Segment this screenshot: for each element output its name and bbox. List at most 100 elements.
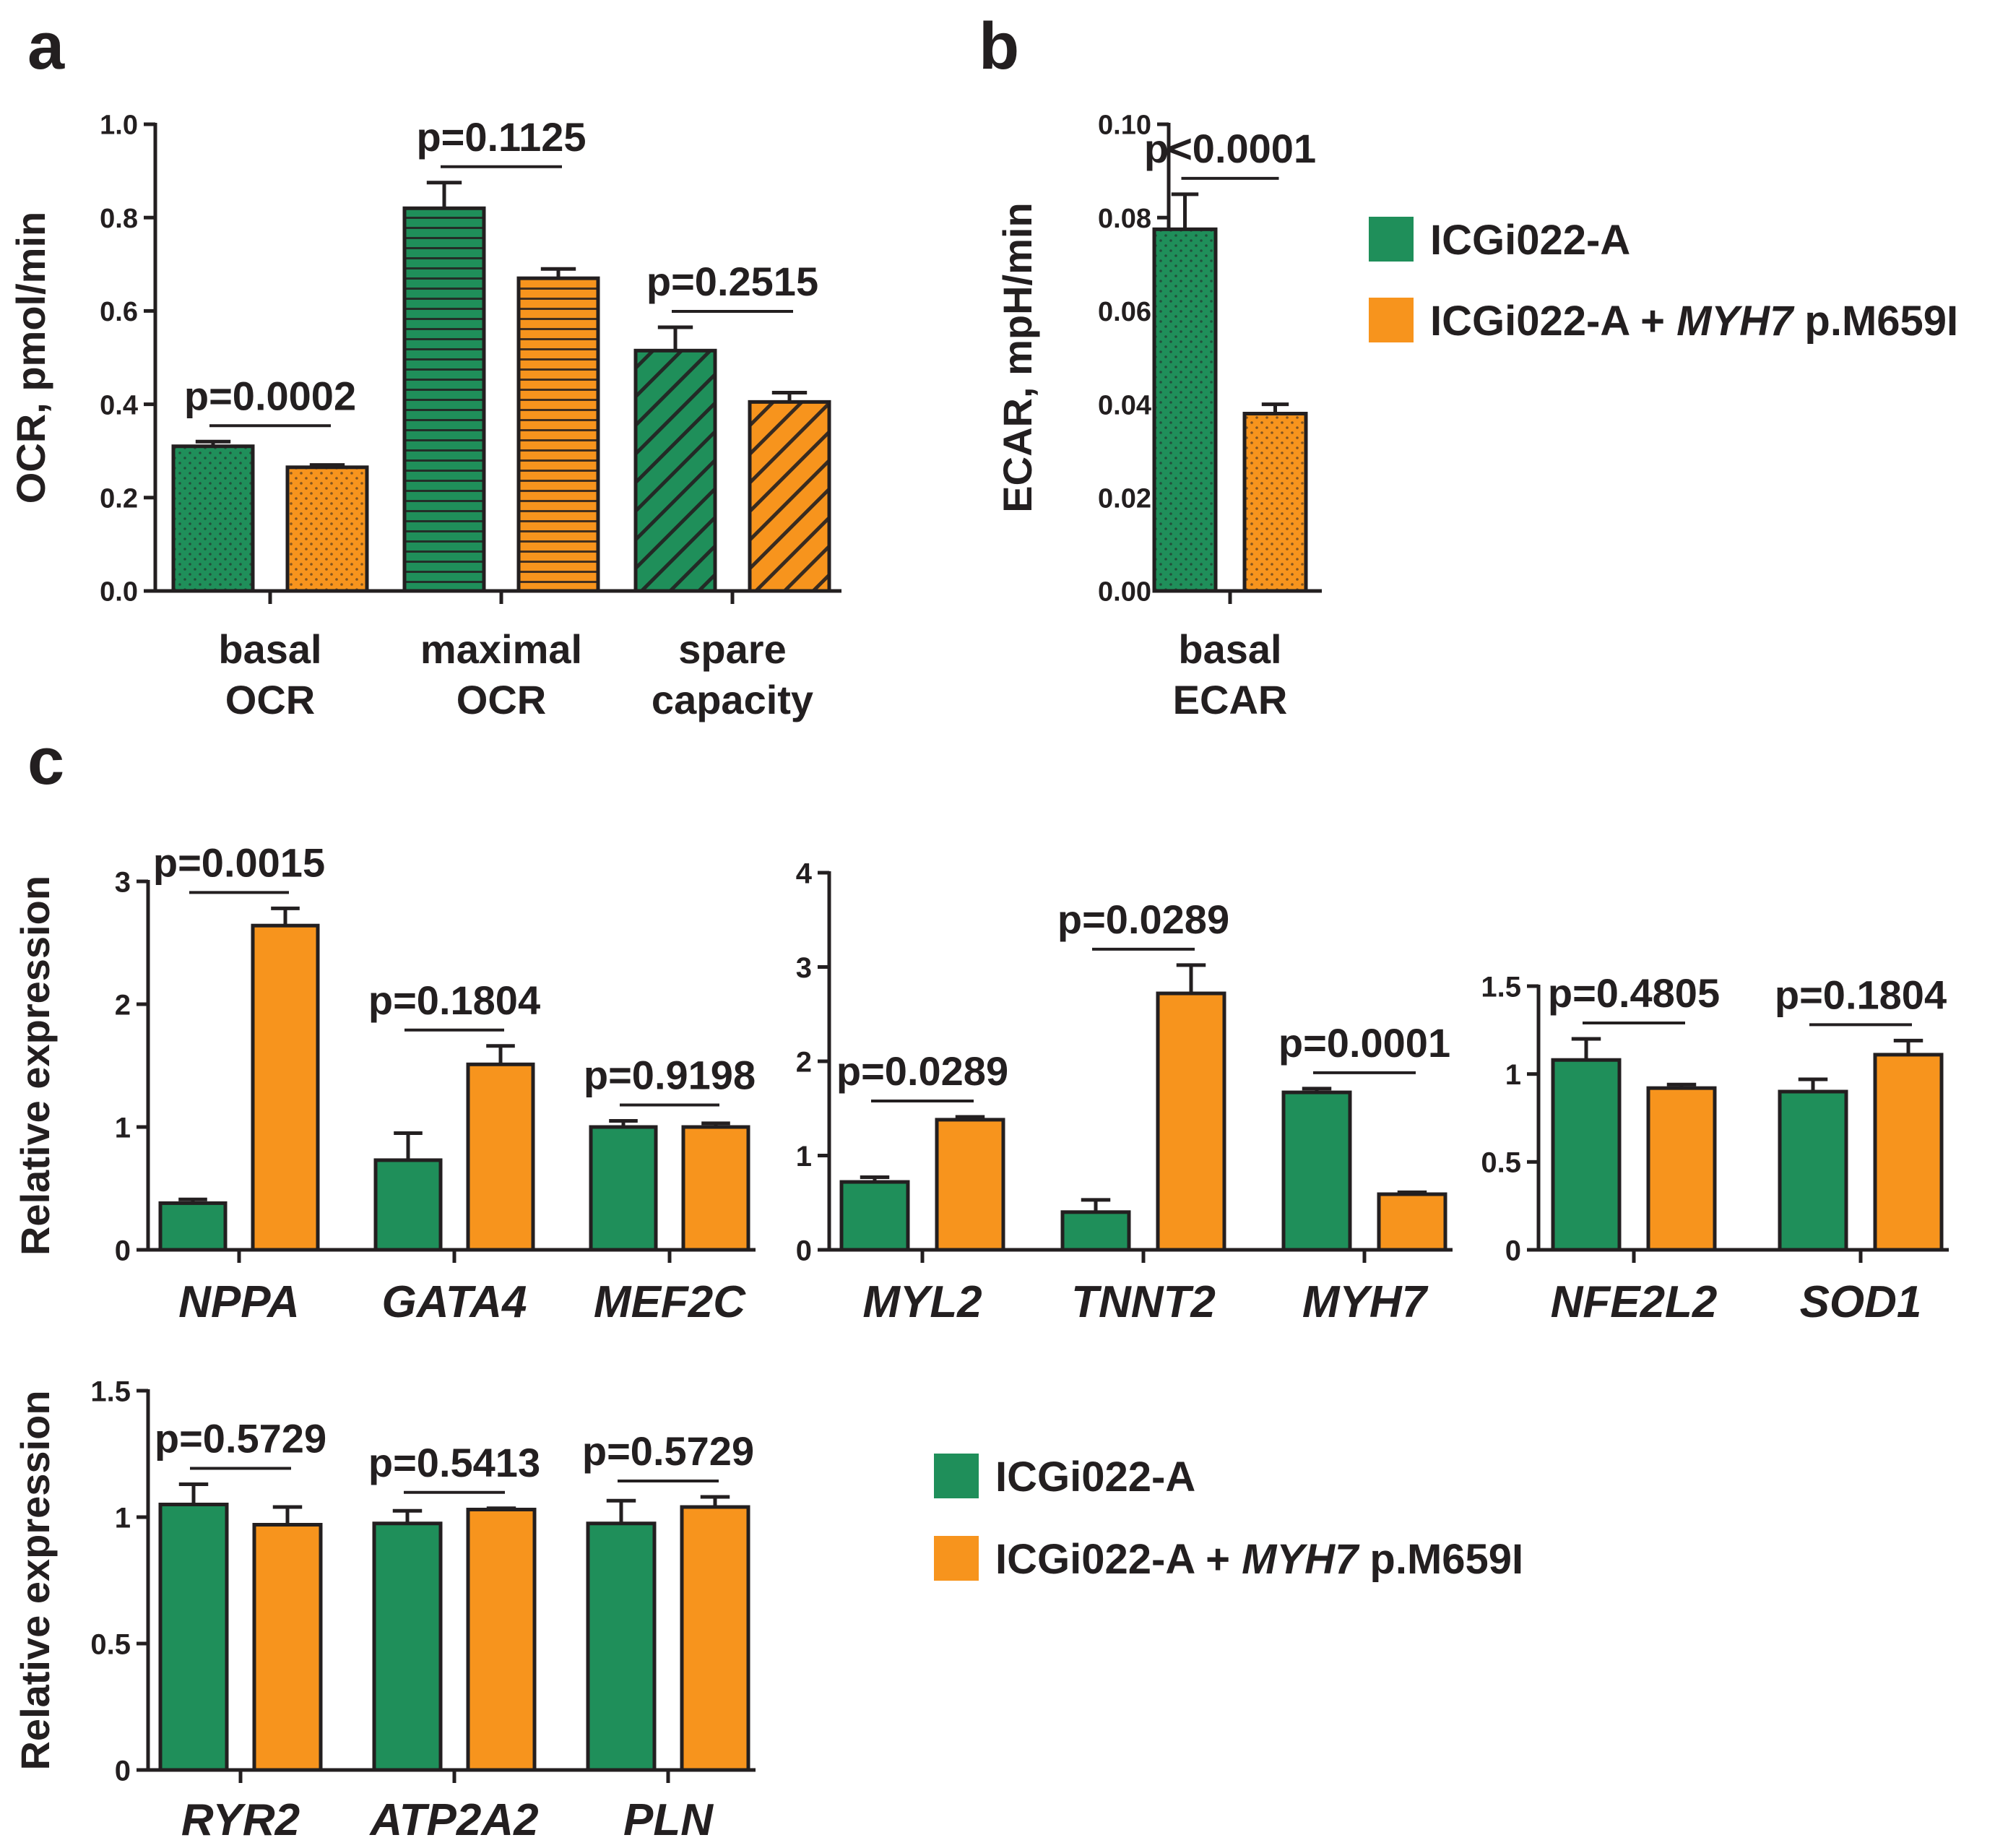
bar-mutant [682, 1507, 748, 1770]
y-axis-label: Relative expression [12, 1390, 58, 1770]
p-value-label: p=0.5729 [155, 1416, 326, 1461]
panel-letter-c: c [27, 725, 64, 798]
p-value-label: p=0.1125 [416, 114, 586, 160]
p-value-label: p=0.5729 [582, 1428, 754, 1474]
bar-control [376, 1160, 441, 1250]
bar-pattern [404, 208, 484, 591]
y-tick-label: 0 [115, 1235, 131, 1266]
y-tick-label: 0.10 [1098, 111, 1151, 141]
y-tick-label: 1 [115, 1502, 131, 1534]
y-tick-label: 0.5 [1481, 1147, 1521, 1179]
x-category-label: GATA4 [382, 1277, 527, 1327]
bar-control [1284, 1092, 1350, 1250]
p-value-label: p=0.0289 [836, 1048, 1008, 1094]
panel-letter-b: b [979, 9, 1019, 83]
x-category-label: OCR [225, 677, 315, 722]
p-value-label: p=0.1804 [368, 977, 540, 1023]
chart-panel-c4: 0 0.5 1 1.5 Relative expression p=0.5729 RYR2 p… [12, 1376, 756, 1845]
panel-letter-a: a [27, 9, 65, 83]
y-tick-label: 0.08 [1098, 204, 1151, 234]
bar-mutant [1648, 1088, 1715, 1250]
bar-pattern [173, 446, 253, 591]
chart-panel-c3: 0 0.5 1 1.5 p=0.4805 NFE2L2 p=0.1804 SOD1 [1481, 970, 1949, 1327]
y-tick-label: 0 [115, 1755, 131, 1787]
y-tick-label: 0.8 [100, 204, 138, 234]
y-tick-label: 3 [115, 866, 131, 898]
x-category-label: RYR2 [181, 1795, 300, 1845]
y-tick-label: 0.4 [100, 390, 138, 420]
legend-mutant-suffix: p.M659I [1793, 298, 1958, 345]
chart-panel-b: 0.00 0.02 0.04 0.06 0.08 0.10 ECAR, mpH/min p<0… [995, 111, 1322, 722]
bar-mutant [683, 1127, 748, 1250]
legend-swatch-mutant [934, 1536, 979, 1581]
x-category-label: OCR [456, 677, 546, 722]
bar-mutant [253, 925, 318, 1250]
bar-control [374, 1523, 441, 1770]
y-axis-label: OCR, pmol/min [8, 212, 53, 504]
bar-pattern [519, 278, 598, 591]
bar-control [1553, 1060, 1619, 1250]
p-value-label: p=0.4805 [1548, 970, 1720, 1016]
legend-label-mutant: ICGi022-A + MYH7 p.M659I [995, 1536, 1523, 1583]
p-value-label: p=0.0015 [153, 839, 325, 885]
x-category-label: ATP2A2 [368, 1795, 538, 1845]
y-tick-label: 0 [796, 1235, 812, 1266]
y-tick-label: 1.0 [100, 111, 138, 141]
y-tick-label: 1 [796, 1141, 812, 1173]
y-tick-label: 0.00 [1098, 577, 1151, 608]
chart-panel-c1: 0 1 2 3 Relative expression p=0.0015 NPPA p=0.1… [12, 839, 756, 1327]
x-category-label: NPPA [178, 1277, 300, 1327]
y-tick-label: 3 [796, 952, 812, 984]
y-tick-label: 1 [1505, 1059, 1521, 1091]
x-category-label: MEF2C [594, 1277, 746, 1327]
legend-mutant-prefix: ICGi022-A + [995, 1536, 1242, 1583]
x-category-label: SOD1 [1800, 1277, 1922, 1327]
bar-mutant [1158, 993, 1224, 1250]
legend-mutant-prefix: ICGi022-A + [1430, 298, 1676, 345]
chart-panel-a: 0.0 0.2 0.4 0.6 0.8 1.0 OCR, pmol/min p=0.0002 b… [8, 111, 841, 722]
y-tick-label: 4 [796, 858, 813, 889]
y-axis-label: ECAR, mpH/min [995, 202, 1040, 512]
p-value-label: p=0.0289 [1057, 897, 1229, 942]
bar-mutant [1875, 1054, 1942, 1250]
x-category-label: NFE2L2 [1551, 1277, 1718, 1327]
chart-panel-c2: 0 1 2 3 4 p=0.0289 MYL2 p=0.0289 TNNT2 p=0.0001 MY… [796, 858, 1453, 1327]
x-category-label: PLN [623, 1795, 714, 1845]
bar-control [588, 1523, 654, 1770]
x-category-label: basal [1178, 626, 1281, 672]
bar-pattern [636, 350, 715, 591]
x-category-label: TNNT2 [1071, 1277, 1216, 1327]
bar-control [160, 1504, 227, 1770]
bar-mutant [468, 1064, 533, 1250]
bar-control [160, 1203, 225, 1250]
legend-mutant-gene: MYH7 [1676, 298, 1795, 345]
bar-control [1780, 1092, 1846, 1250]
p-value-label: p=0.0001 [1278, 1020, 1450, 1066]
x-category-label: basal [218, 626, 321, 672]
y-tick-label: 1.5 [90, 1376, 131, 1407]
legend-label-control: ICGi022-A [995, 1454, 1195, 1501]
bar-control [591, 1127, 656, 1250]
p-value-label: p<0.0001 [1144, 126, 1316, 171]
p-value-label: p=0.9198 [584, 1053, 756, 1098]
p-value-label: p=0.2515 [646, 259, 818, 304]
x-category-label: capacity [652, 677, 813, 722]
x-category-label: ECAR [1173, 677, 1288, 722]
bar-mutant [254, 1524, 321, 1770]
p-value-label: p=0.1804 [1775, 972, 1947, 1017]
y-tick-label: 0 [1505, 1235, 1521, 1266]
y-tick-label: 0.6 [100, 297, 138, 327]
y-tick-label: 2 [796, 1046, 812, 1078]
bar-mutant [937, 1119, 1003, 1250]
x-category-label: MYL2 [862, 1277, 982, 1327]
x-category-label: maximal [420, 626, 582, 672]
x-category-label: spare [678, 626, 786, 672]
legend-top: ICGi022-A ICGi022-A + MYH7 p.M659I [1369, 217, 1958, 345]
bar-mutant [468, 1509, 535, 1770]
bar-pattern [750, 402, 829, 591]
y-tick-label: 1.5 [1481, 971, 1521, 1003]
y-tick-label: 0.04 [1098, 390, 1151, 420]
legend-swatch-control [934, 1454, 979, 1498]
y-tick-label: 0.5 [90, 1628, 131, 1660]
bar-control [1063, 1212, 1129, 1250]
